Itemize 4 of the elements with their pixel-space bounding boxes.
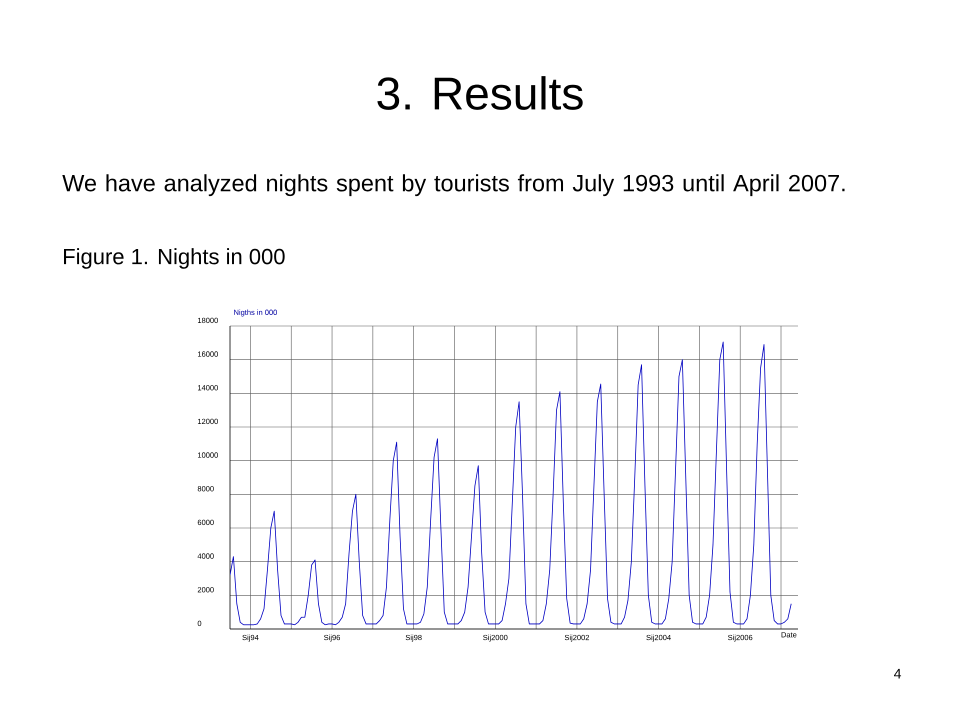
caption: Figure 1. Nights in 000 [64, 248, 285, 269]
chart-title: 3. Results [377, 76, 583, 110]
text: 4 [894, 668, 902, 678]
chart-subtitle: We have analyzed nights spent by tourists from July 1993 until April 2007. [62, 174, 845, 196]
